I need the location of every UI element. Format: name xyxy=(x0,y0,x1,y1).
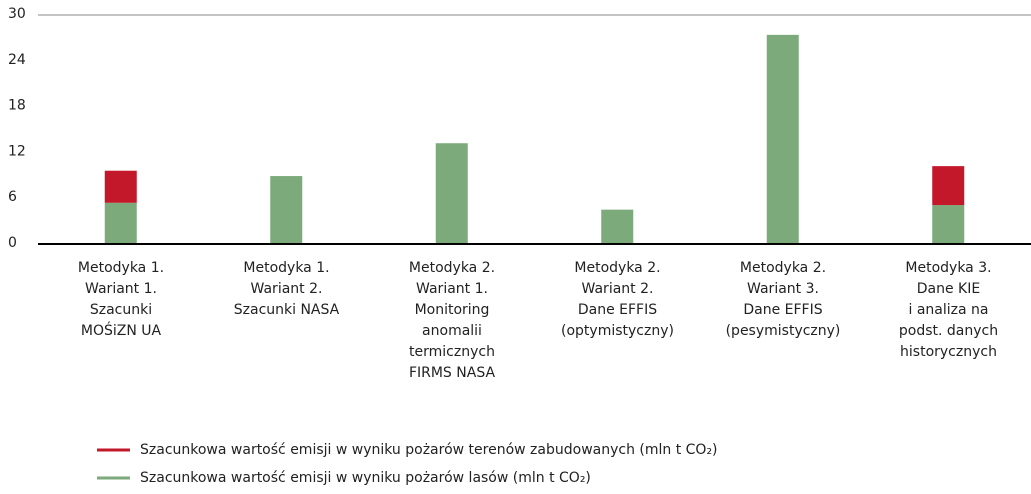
legend-label: Szacunkowa wartość emisji w wyniku pożar… xyxy=(140,470,591,486)
y-tick-label: 18 xyxy=(8,98,26,114)
bar xyxy=(270,176,303,244)
x-tick-label: Metodyka 3. Dane KIE i analiza na podst.… xyxy=(898,260,999,360)
bar xyxy=(766,34,799,245)
x-tick-label: Metodyka 1. Wariant 2. Szacunki NASA xyxy=(233,260,340,318)
bar xyxy=(104,202,137,244)
bar xyxy=(104,170,137,203)
x-tick-label: Metodyka 1. Wariant 1. Szacunki MOŚiZN U… xyxy=(77,260,165,339)
bar xyxy=(601,209,634,244)
x-tick-label: Metodyka 2. Wariant 1. Monitoring anomal… xyxy=(408,260,496,381)
y-tick-label: 24 xyxy=(8,52,26,68)
bar xyxy=(932,205,965,244)
legend-label: Szacunkowa wartość emisji w wyniku pożar… xyxy=(140,442,718,458)
y-tick-label: 6 xyxy=(8,189,17,205)
bar xyxy=(932,166,965,206)
x-tick-label: Metodyka 2. Wariant 2. Dane EFFIS (optym… xyxy=(561,260,674,339)
x-tick-label: Metodyka 2. Wariant 3. Dane EFFIS (pesym… xyxy=(725,260,841,339)
y-tick-label: 30 xyxy=(8,6,26,22)
y-tick-label: 12 xyxy=(8,143,26,159)
y-tick-label: 0 xyxy=(8,235,17,251)
bar xyxy=(435,143,468,244)
